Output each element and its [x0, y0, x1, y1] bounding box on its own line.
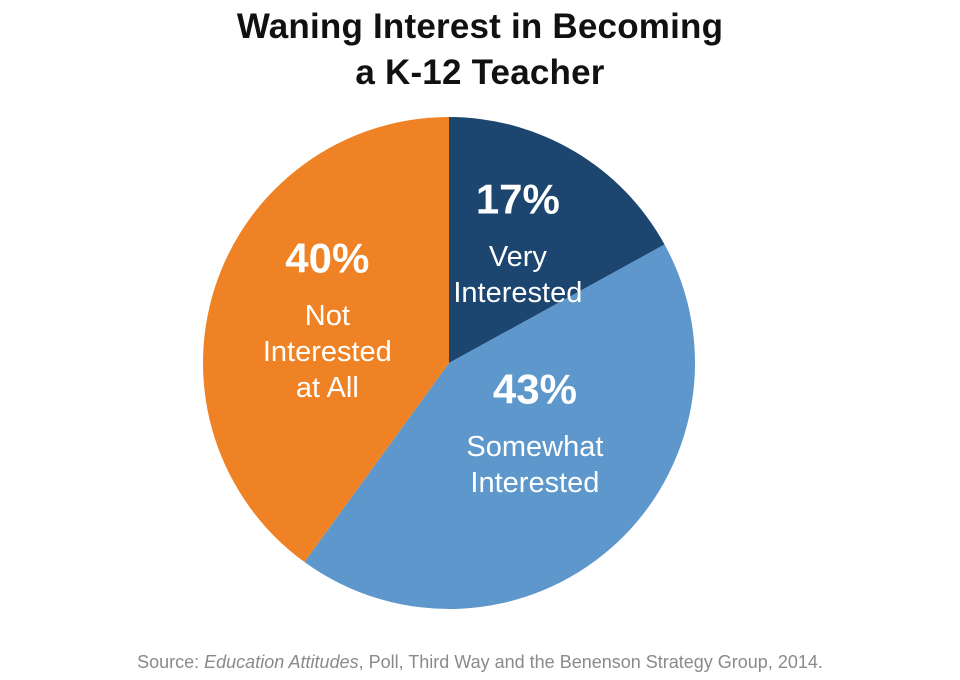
slice-category-label-2-2: at All — [296, 372, 359, 404]
pie-slice-1 — [304, 244, 695, 610]
source-suffix: , Poll, Third Way and the Benenson Strat… — [358, 652, 823, 672]
slice-value-label-2: 40% — [285, 234, 369, 281]
source-note: Source: Education Attitudes, Poll, Third… — [0, 652, 960, 673]
slice-value-label-0: 17% — [476, 175, 560, 222]
slice-category-label-0-0: Very — [489, 241, 548, 273]
pie-slice-2 — [203, 117, 449, 563]
slice-category-label-2-1: Interested — [263, 336, 392, 368]
pie-slice-0 — [449, 117, 665, 363]
slice-category-label-1-1: Interested — [470, 467, 599, 499]
chart-title: Waning Interest in Becoming a K-12 Teach… — [0, 4, 960, 96]
chart-title-line-2: a K-12 Teacher — [355, 53, 605, 92]
source-prefix: Source: — [137, 652, 205, 672]
pie-slices — [203, 117, 695, 610]
slice-value-label-1: 43% — [493, 366, 577, 413]
chart-title-line-1: Waning Interest in Becoming — [236, 7, 724, 46]
slice-category-label-2-0: Not — [305, 300, 350, 332]
source-publication: Education Attitudes — [204, 652, 359, 672]
slice-category-label-1-0: Somewhat — [466, 431, 603, 463]
slice-category-label-0-1: Interested — [453, 277, 582, 309]
pie-labels: 17% Very Interested 43% Somewhat Interested 40… — [263, 175, 604, 499]
